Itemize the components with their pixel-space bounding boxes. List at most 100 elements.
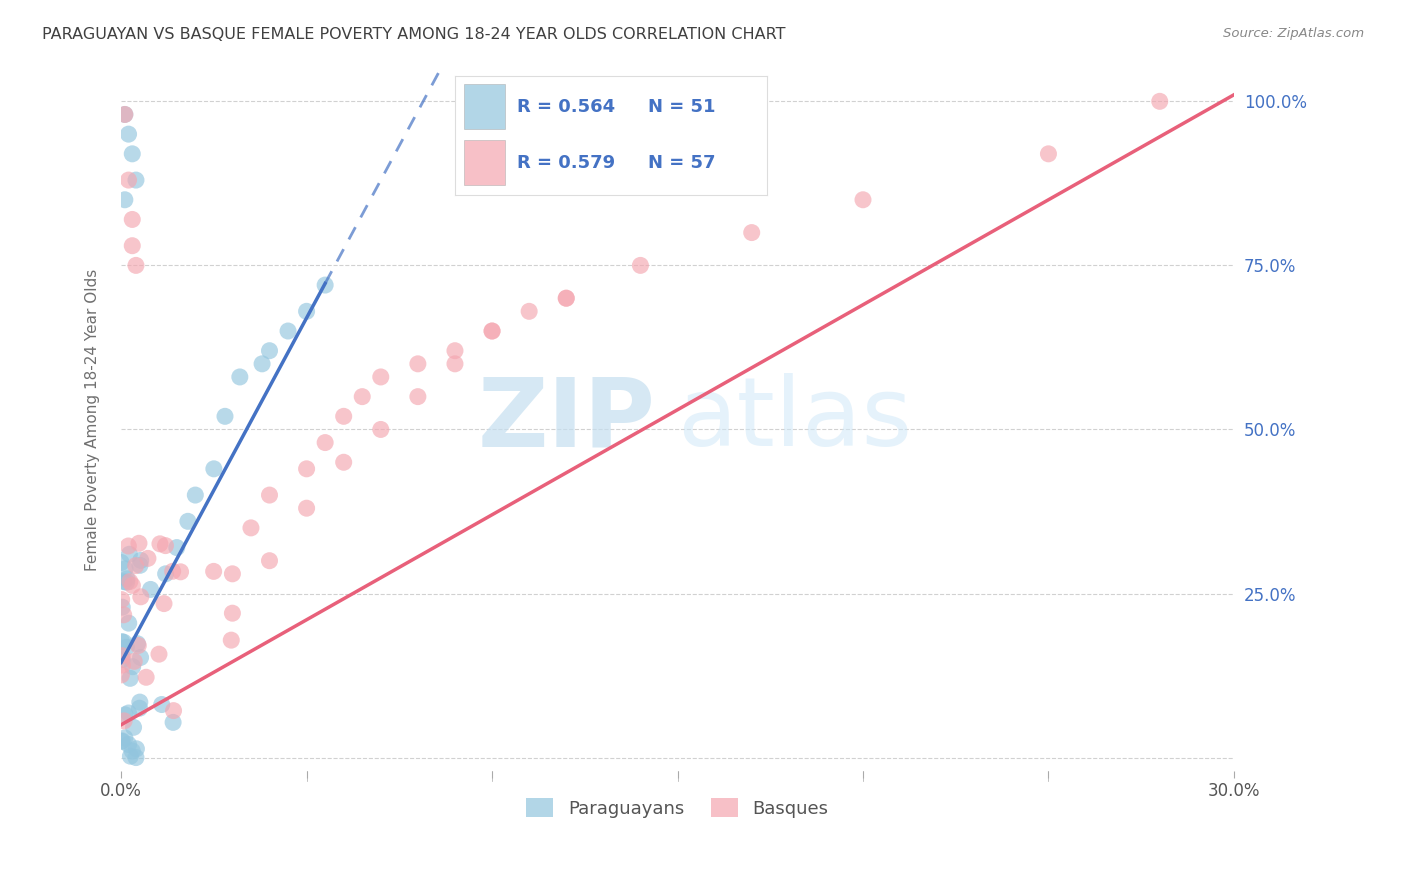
Point: [122, 654, 145, 668]
Point: [111, 600, 134, 615]
Point: [110, 734, 132, 748]
Point: [155, 539, 177, 553]
Point: [259, 343, 281, 358]
Point: [114, 562, 136, 576]
Point: [214, 409, 236, 424]
Point: [277, 324, 299, 338]
Point: [155, 566, 177, 581]
Point: [114, 107, 136, 121]
Point: [111, 634, 134, 648]
Point: [118, 547, 141, 561]
Point: [352, 390, 374, 404]
Point: [127, 639, 149, 653]
Text: Source: ZipAtlas.com: Source: ZipAtlas.com: [1223, 27, 1364, 40]
Point: [314, 435, 336, 450]
Point: [121, 659, 143, 673]
Point: [111, 653, 134, 667]
Point: [111, 734, 134, 748]
Point: [239, 521, 262, 535]
Point: [128, 536, 150, 550]
Point: [250, 357, 273, 371]
Point: [555, 291, 578, 305]
Point: [129, 558, 152, 573]
Point: [110, 668, 132, 682]
Point: [118, 574, 141, 589]
Point: [406, 390, 429, 404]
Y-axis label: Female Poverty Among 18-24 Year Olds: Female Poverty Among 18-24 Year Olds: [86, 268, 100, 571]
Point: [117, 127, 139, 141]
Point: [162, 704, 184, 718]
Point: [121, 212, 143, 227]
Point: [332, 455, 354, 469]
Point: [1038, 146, 1060, 161]
Point: [125, 173, 148, 187]
Text: ZIP: ZIP: [478, 373, 655, 467]
Point: [121, 578, 143, 592]
Point: [1149, 95, 1171, 109]
Point: [129, 650, 152, 665]
Point: [332, 409, 354, 424]
Point: [162, 564, 184, 578]
Point: [295, 501, 318, 516]
Point: [295, 304, 318, 318]
Point: [114, 193, 136, 207]
Point: [149, 537, 172, 551]
Point: [444, 343, 467, 358]
Point: [259, 554, 281, 568]
Point: [219, 633, 242, 648]
Point: [115, 640, 138, 655]
Point: [117, 738, 139, 752]
Point: [852, 193, 875, 207]
Point: [229, 370, 252, 384]
Point: [370, 370, 392, 384]
Point: [184, 488, 207, 502]
Point: [166, 541, 188, 555]
Point: [148, 647, 170, 661]
Point: [111, 658, 134, 673]
Point: [221, 606, 243, 620]
Point: [129, 590, 152, 604]
Point: [117, 706, 139, 720]
Point: [129, 553, 152, 567]
Point: [111, 592, 134, 607]
Point: [444, 357, 467, 371]
Point: [202, 462, 225, 476]
Point: [314, 278, 336, 293]
Point: [111, 648, 134, 663]
Point: [127, 637, 149, 651]
Text: PARAGUAYAN VS BASQUE FEMALE POVERTY AMONG 18-24 YEAR OLDS CORRELATION CHART: PARAGUAYAN VS BASQUE FEMALE POVERTY AMON…: [42, 27, 786, 42]
Point: [112, 714, 135, 728]
Point: [153, 597, 176, 611]
Point: [128, 695, 150, 709]
Point: [481, 324, 503, 338]
Point: [112, 635, 135, 649]
Point: [259, 488, 281, 502]
Point: [406, 357, 429, 371]
Point: [741, 226, 763, 240]
Legend: Paraguayans, Basques: Paraguayans, Basques: [519, 791, 837, 825]
Point: [202, 565, 225, 579]
Point: [135, 670, 157, 684]
Point: [114, 107, 136, 121]
Point: [114, 731, 136, 745]
Point: [481, 324, 503, 338]
Point: [112, 574, 135, 589]
Point: [139, 582, 162, 597]
Point: [120, 671, 142, 685]
Point: [114, 707, 136, 722]
Point: [221, 566, 243, 581]
Point: [115, 575, 138, 590]
Point: [121, 238, 143, 252]
Point: [628, 259, 651, 273]
Point: [110, 556, 132, 570]
Point: [128, 701, 150, 715]
Point: [177, 514, 200, 528]
Point: [125, 750, 148, 764]
Point: [517, 304, 540, 318]
Point: [117, 173, 139, 187]
Point: [162, 715, 184, 730]
Point: [122, 720, 145, 734]
Point: [136, 551, 159, 566]
Point: [370, 422, 392, 436]
Point: [150, 698, 173, 712]
